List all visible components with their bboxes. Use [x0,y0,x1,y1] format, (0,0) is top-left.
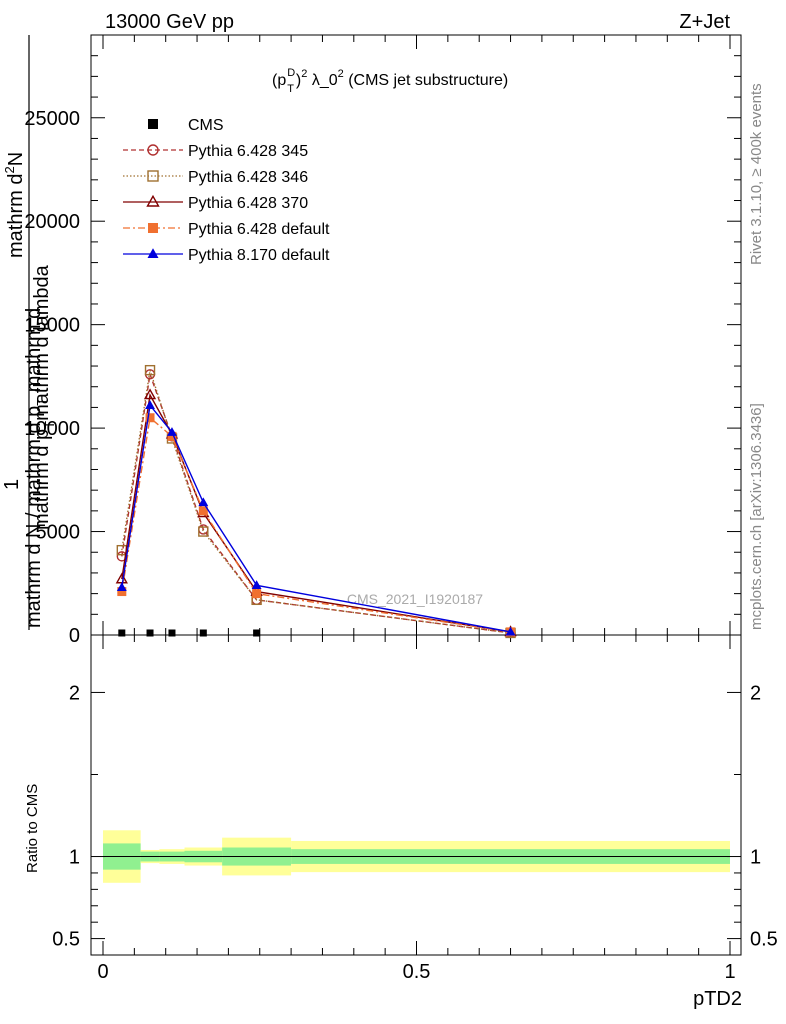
data-point [117,587,127,597]
legend-label: CMS [188,117,224,134]
data-point [199,629,207,637]
header-process: Z+Jet [679,11,730,33]
legend: CMS Pythia 6.428 345 Pythia 6.428 346 Pythi… [123,117,330,264]
legend-item: Pythia 6.428 346 [123,169,308,186]
rivet-label: Rivet 3.1.10, ≥ 400k events [748,83,765,265]
svg-text:mathrm d pTmathrm d lambda: mathrm d pTmathrm d lambda [31,264,57,530]
header-energy: 13000 GeV pp [105,11,234,33]
legend-item: Pythia 6.428 345 [123,143,308,160]
main-y-ticks: 0 5000 10000 15000 20000 25000 [24,35,741,647]
ylabel-main-sub: T [34,398,49,406]
title-part: D [287,67,295,79]
y-tick-label: 15000 [24,315,80,337]
ratio-y-tick-label: 2 [69,682,80,704]
data-point [505,626,516,636]
ratio-y-tick-label-right: 0.5 [750,929,778,951]
data-point [146,629,154,637]
ratio-panel-frame [90,634,742,956]
series-line [121,416,511,633]
data-point [251,580,262,589]
legend-label: Pythia 6.428 default [188,221,330,238]
title-part: 2 [301,68,307,80]
ratio-y-tick-label-right: 2 [750,682,761,704]
title-part: 2 [338,68,344,80]
data-point [198,506,208,516]
series-line [121,403,511,633]
ratio-y-tick-label-right: 1 [750,847,761,869]
ylabel-main: mathrm d N / mathrm d p [23,406,45,628]
series-line [121,369,511,634]
data-point [253,629,261,637]
data-point [167,427,177,436]
data-point [167,431,177,441]
data-point [145,400,155,409]
ylabel-den: mathrm d p [31,429,53,530]
legend-label: Pythia 6.428 345 [188,143,308,160]
ratio-ticks: 0.5 0.5 1 1 2 2 0 0.5 1 [52,635,778,983]
y-tick-label: 0 [69,625,80,647]
legend-item: Pythia 8.170 default [123,247,330,264]
legend-label: Pythia 6.428 370 [188,195,308,212]
ratio-y-tick-label: 1 [69,847,80,869]
analysis-watermark: CMS_2021_I1920187 [347,591,483,607]
data-point [146,194,160,207]
svg-text:(pDT)2 λ_02 (CMS jet substruct: (pD T)2 λ_02 (CMS jet substructure) [272,67,508,95]
ylabel-den-sub: T [42,421,57,429]
y-tick-label: 20000 [24,211,80,233]
legend-item: Pythia 6.428 default [123,221,330,238]
data-point [148,223,158,233]
data-point [168,629,176,637]
data-point [143,388,157,400]
data-point [147,248,159,258]
ratio-ylabel: Ratio to CMS [24,784,41,873]
x-axis-label: pTD2 [693,988,742,1010]
ratio-y-tick-label: 0.5 [52,929,80,951]
legend-item: CMS [148,117,224,134]
legend-item: Pythia 6.428 370 [123,194,308,212]
y-axis-label: mathrm d2N mathrm d pTmathrm d lambda 1 … [1,35,57,630]
ylabel-den-tail: mathrm d lambda [31,264,53,420]
data-point [198,497,209,507]
svg-text:mathrm d2N: mathrm d2N [2,152,27,258]
data-point [116,582,127,592]
ylabel-main-tail: mathrm d [23,308,45,398]
title-part: (CMS jet substructure) [344,72,508,89]
y-tick-label: 25000 [24,108,80,130]
data-point [252,589,262,599]
plot-title: (pD T)2 λ_02 (CMS jet substructure) [272,67,508,95]
ylabel-prefix: 1 [1,479,23,490]
series-group [115,364,517,639]
title-part: ) [296,72,301,89]
svg-text:mathrm d N / mathrm d pT mathr: mathrm d N / mathrm d pT mathrm d [23,308,49,628]
series-5 [116,400,516,636]
y-tick-label: 10000 [24,418,80,440]
title-part: (p [272,72,286,89]
mcplots-label: mcplots.cern.ch [arXiv:1306.3436] [748,403,765,630]
legend-label: Pythia 8.170 default [188,247,330,264]
y-tick-label: 5000 [36,522,81,544]
data-point [147,170,159,182]
data-point [118,629,126,637]
x-tick-label: 1 [724,961,735,983]
x-tick-label: 0.5 [403,961,431,983]
data-point [144,364,156,376]
x-tick-label: 0 [97,961,108,983]
title-part: T [287,83,294,95]
data-point [148,119,158,129]
ylabel-super: 2 [2,166,17,173]
title-part: λ_0 [307,72,337,89]
data-point [198,526,209,537]
ylabel-top: mathrm d [5,174,27,258]
data-point [147,144,159,156]
ylabel-N: N [5,152,27,166]
legend-label: Pythia 6.428 346 [188,169,308,186]
data-point [145,413,155,423]
